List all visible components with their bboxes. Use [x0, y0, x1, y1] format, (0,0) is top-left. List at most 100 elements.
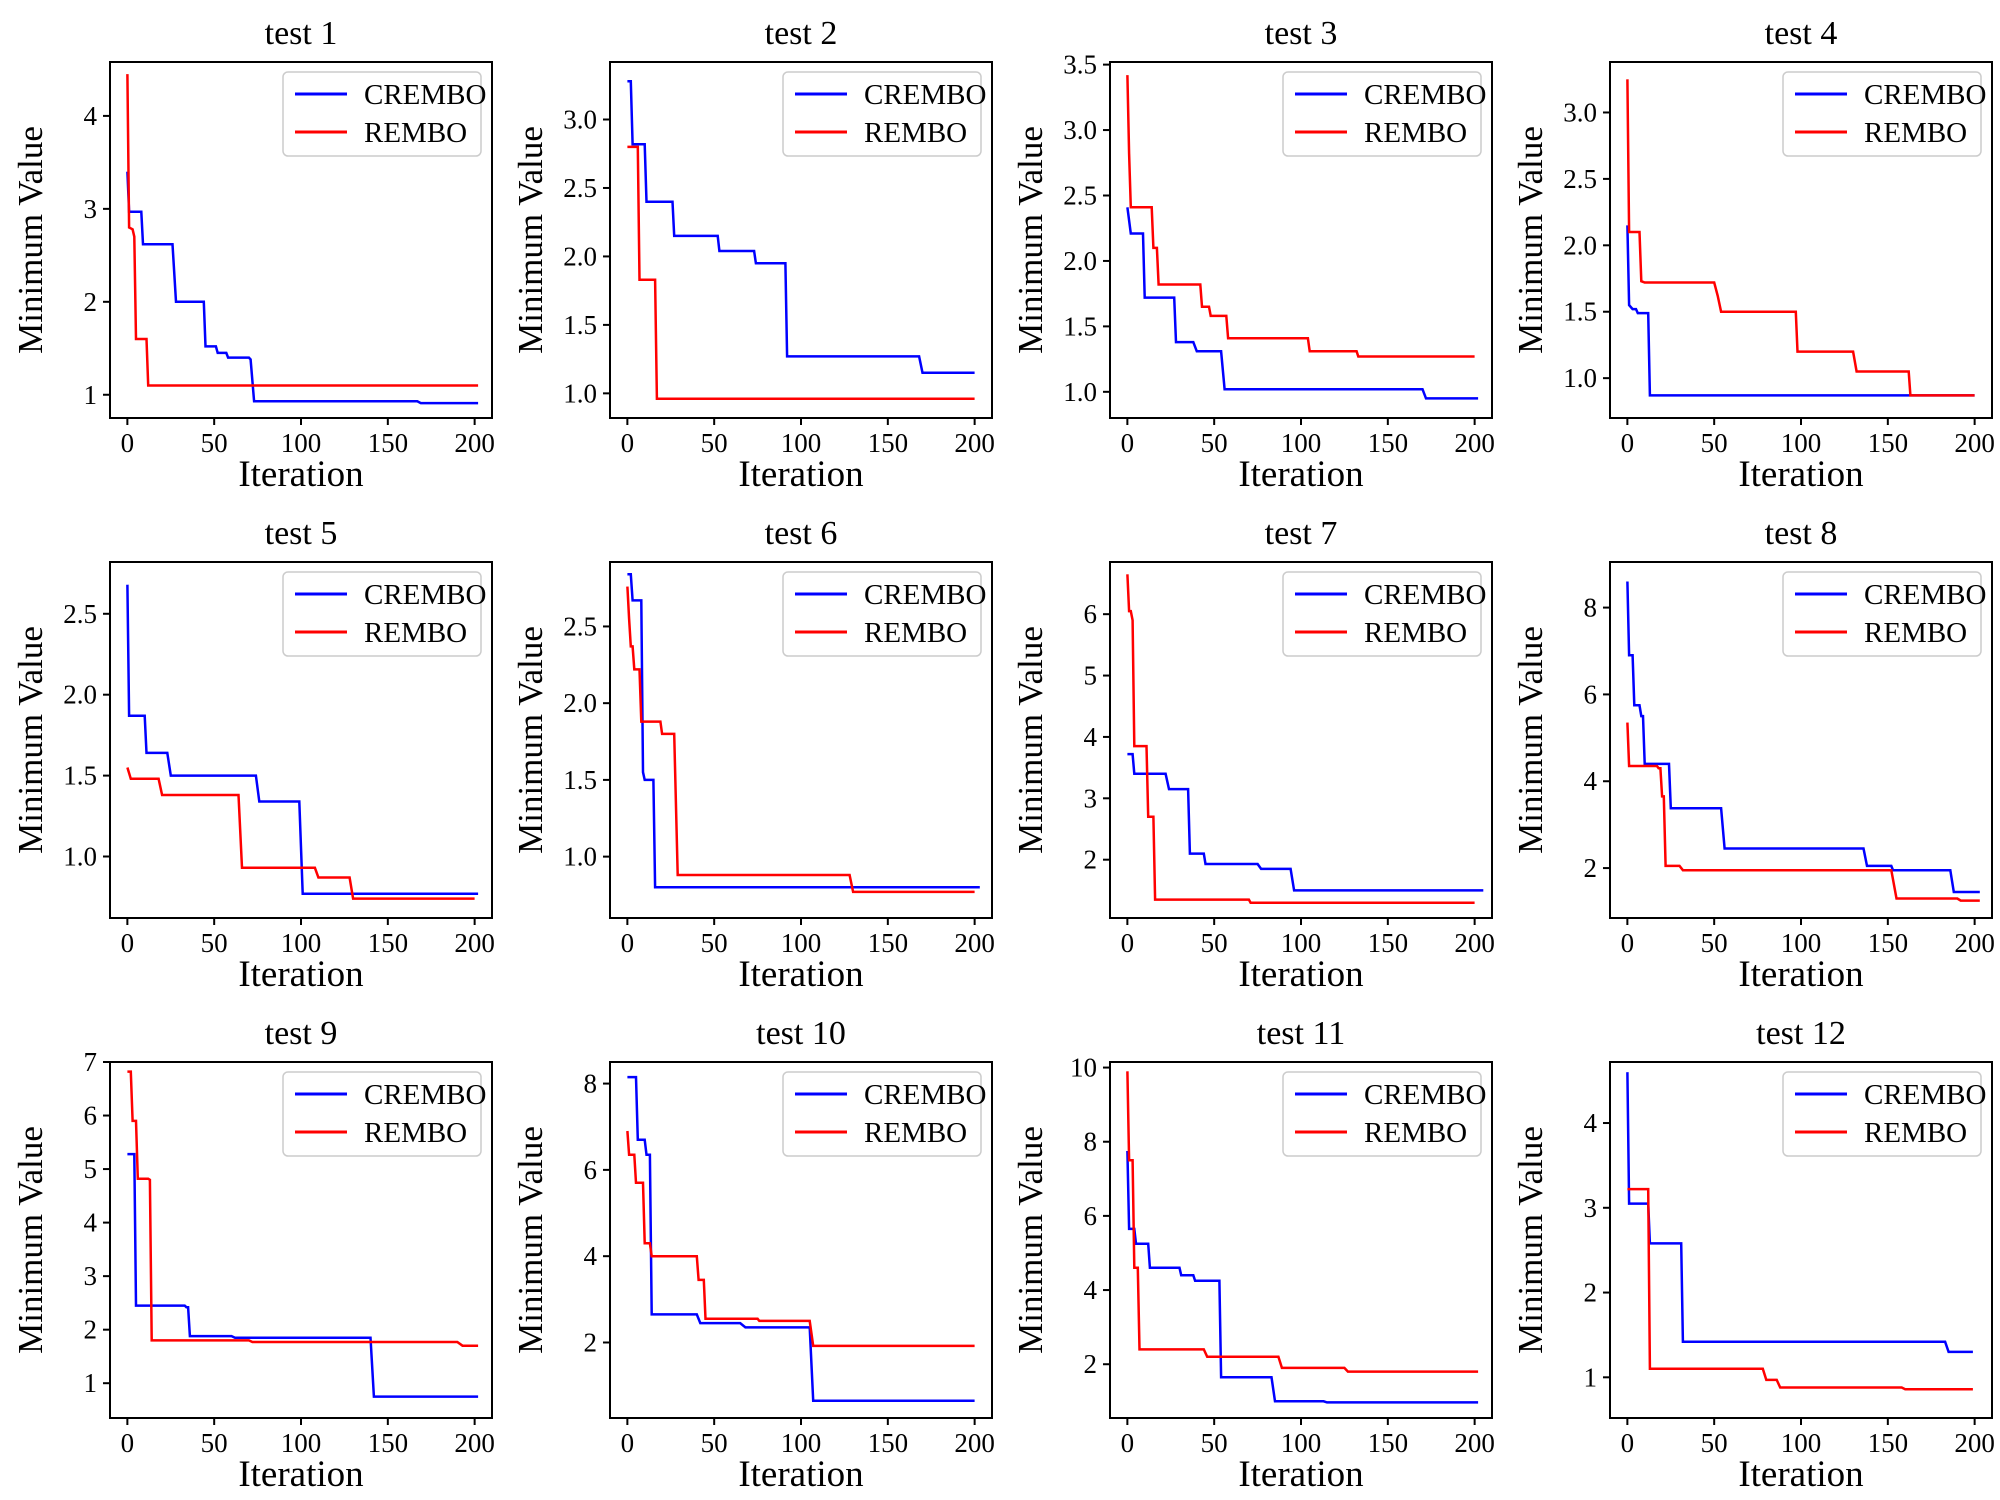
- x-tick-label: 200: [1954, 428, 1995, 458]
- y-tick-label: 6: [1084, 599, 1098, 629]
- y-tick-label: 1: [1584, 1362, 1598, 1392]
- legend-label-rembo: REMBO: [364, 617, 467, 649]
- subplot-test-7: test 7 Iteration Minimum Value 0 50 100 150 200…: [1000, 500, 1500, 1000]
- legend: CREMBO REMBO: [782, 571, 986, 657]
- y-tick-label: 4: [1084, 722, 1098, 752]
- x-axis-label: Iteration: [238, 1454, 363, 1495]
- legend-label-crembo: CREMBO: [1364, 79, 1486, 111]
- chart-canvas: test 1 Iteration Minimum Value 0 50 100 150 200…: [11, 15, 495, 495]
- x-tick-label: 50: [701, 1428, 728, 1458]
- y-tick-label: 8: [584, 1069, 598, 1099]
- x-tick-label: 50: [701, 428, 728, 458]
- legend-label-crembo: CREMBO: [864, 79, 986, 111]
- x-tick-label: 50: [1201, 428, 1228, 458]
- legend: CREMBO REMBO: [1782, 71, 1986, 157]
- x-tick-label: 0: [1621, 1428, 1635, 1458]
- legend: CREMBO REMBO: [1282, 1071, 1486, 1157]
- y-tick-label: 2.0: [563, 688, 597, 718]
- y-tick-label: 8: [1084, 1127, 1098, 1157]
- legend-label-rembo: REMBO: [1864, 1117, 1967, 1149]
- rembo-line: [126, 74, 479, 387]
- crembo-line: [627, 79, 975, 375]
- crembo-line: [126, 584, 479, 895]
- crembo-line: [127, 1152, 479, 1398]
- x-axis-label: Iteration: [238, 454, 363, 495]
- x-tick-label: 0: [1121, 928, 1135, 958]
- x-tick-label: 150: [1368, 428, 1409, 458]
- x-tick-label: 200: [954, 928, 995, 958]
- y-axis-label: Minimum Value: [511, 126, 550, 354]
- x-axis-label: Iteration: [238, 954, 363, 995]
- y-tick-label: 4: [1084, 1275, 1098, 1305]
- x-tick-label: 0: [121, 428, 135, 458]
- y-tick-label: 3.0: [1563, 97, 1597, 127]
- rembo-line: [627, 145, 975, 401]
- x-tick-label: 100: [1781, 1428, 1822, 1458]
- y-tick-label: 6: [1584, 679, 1598, 709]
- legend: CREMBO REMBO: [282, 71, 486, 157]
- y-tick-label: 2.0: [1563, 230, 1597, 260]
- x-tick-label: 100: [1781, 428, 1822, 458]
- legend-label-rembo: REMBO: [364, 1117, 467, 1149]
- legend-label-rembo: REMBO: [864, 117, 967, 149]
- y-tick-label: 3: [84, 194, 98, 224]
- legend: CREMBO REMBO: [1282, 571, 1486, 657]
- x-axis-label: Iteration: [1738, 1454, 1863, 1495]
- x-tick-label: 200: [454, 1428, 495, 1458]
- legend: CREMBO REMBO: [282, 1071, 486, 1157]
- y-tick-label: 2: [1084, 1349, 1098, 1379]
- y-tick-label: 2.5: [563, 611, 597, 641]
- x-tick-label: 50: [1701, 928, 1728, 958]
- legend-label-rembo: REMBO: [1364, 1117, 1467, 1149]
- legend: CREMBO REMBO: [1782, 1071, 1986, 1157]
- y-axis-label: Minimum Value: [1511, 126, 1550, 354]
- y-tick-label: 1.0: [1563, 363, 1597, 393]
- x-tick-label: 100: [781, 1428, 822, 1458]
- x-tick-label: 0: [1121, 1428, 1135, 1458]
- x-tick-label: 200: [454, 928, 495, 958]
- y-tick-label: 1.0: [563, 842, 597, 872]
- legend: CREMBO REMBO: [1282, 71, 1486, 157]
- x-axis-label: Iteration: [1238, 954, 1363, 995]
- x-tick-label: 150: [368, 1428, 409, 1458]
- y-tick-label: 1.0: [1063, 377, 1097, 407]
- x-tick-label: 50: [201, 928, 228, 958]
- y-tick-label: 1.0: [563, 378, 597, 408]
- x-tick-label: 50: [701, 928, 728, 958]
- x-axis-label: Iteration: [1238, 454, 1363, 495]
- y-axis-label: Minimum Value: [1011, 626, 1050, 854]
- y-tick-label: 1.5: [1063, 311, 1097, 341]
- legend-label-rembo: REMBO: [1364, 117, 1467, 149]
- rembo-line: [127, 1070, 479, 1347]
- subplot-test-12: test 12 Iteration Minimum Value 0 50 100 150 20…: [1500, 1000, 2000, 1500]
- crembo-line: [1126, 1150, 1479, 1404]
- subplot-title: test 9: [265, 1015, 338, 1052]
- x-tick-label: 50: [1201, 1428, 1228, 1458]
- subplot-test-8: test 8 Iteration Minimum Value 0 50 100 150 200…: [1500, 500, 2000, 1000]
- subplot-test-10: test 10 Iteration Minimum Value 0 50 100 150 20…: [500, 1000, 1000, 1500]
- x-tick-label: 50: [201, 428, 228, 458]
- rembo-line: [1126, 75, 1475, 358]
- x-axis-label: Iteration: [738, 454, 863, 495]
- x-tick-label: 0: [1121, 428, 1135, 458]
- subplot-title: test 1: [265, 15, 338, 52]
- x-tick-label: 150: [868, 428, 909, 458]
- legend-label-crembo: CREMBO: [364, 579, 486, 611]
- rembo-line: [126, 767, 475, 900]
- chart-canvas: test 12 Iteration Minimum Value 0 50 100 150 20…: [1511, 1015, 1995, 1495]
- subplot-test-11: test 11 Iteration Minimum Value 0 50 100 150 20…: [1000, 1000, 1500, 1500]
- subplot-title: test 2: [765, 15, 838, 52]
- x-tick-label: 150: [1368, 1428, 1409, 1458]
- x-tick-label: 50: [201, 1428, 228, 1458]
- subplot-title: test 4: [1765, 15, 1838, 52]
- y-tick-label: 1.5: [563, 765, 597, 795]
- y-axis-label: Minimum Value: [1011, 1126, 1050, 1354]
- legend-label-rembo: REMBO: [864, 1117, 967, 1149]
- x-tick-label: 200: [454, 428, 495, 458]
- rembo-line: [1627, 1187, 1973, 1391]
- x-tick-label: 0: [121, 928, 135, 958]
- subplot-test-6: test 6 Iteration Minimum Value 0 50 100 150 200…: [500, 500, 1000, 1000]
- x-axis-label: Iteration: [738, 1454, 863, 1495]
- x-tick-label: 50: [1701, 428, 1728, 458]
- x-tick-label: 200: [1454, 1428, 1495, 1458]
